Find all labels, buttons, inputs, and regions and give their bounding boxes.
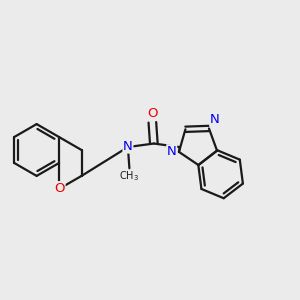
Text: N: N <box>123 140 133 153</box>
Text: O: O <box>147 107 158 120</box>
Text: CH$_3$: CH$_3$ <box>119 169 140 183</box>
Text: N: N <box>167 145 177 158</box>
Text: O: O <box>54 182 64 195</box>
Text: N: N <box>210 113 220 126</box>
